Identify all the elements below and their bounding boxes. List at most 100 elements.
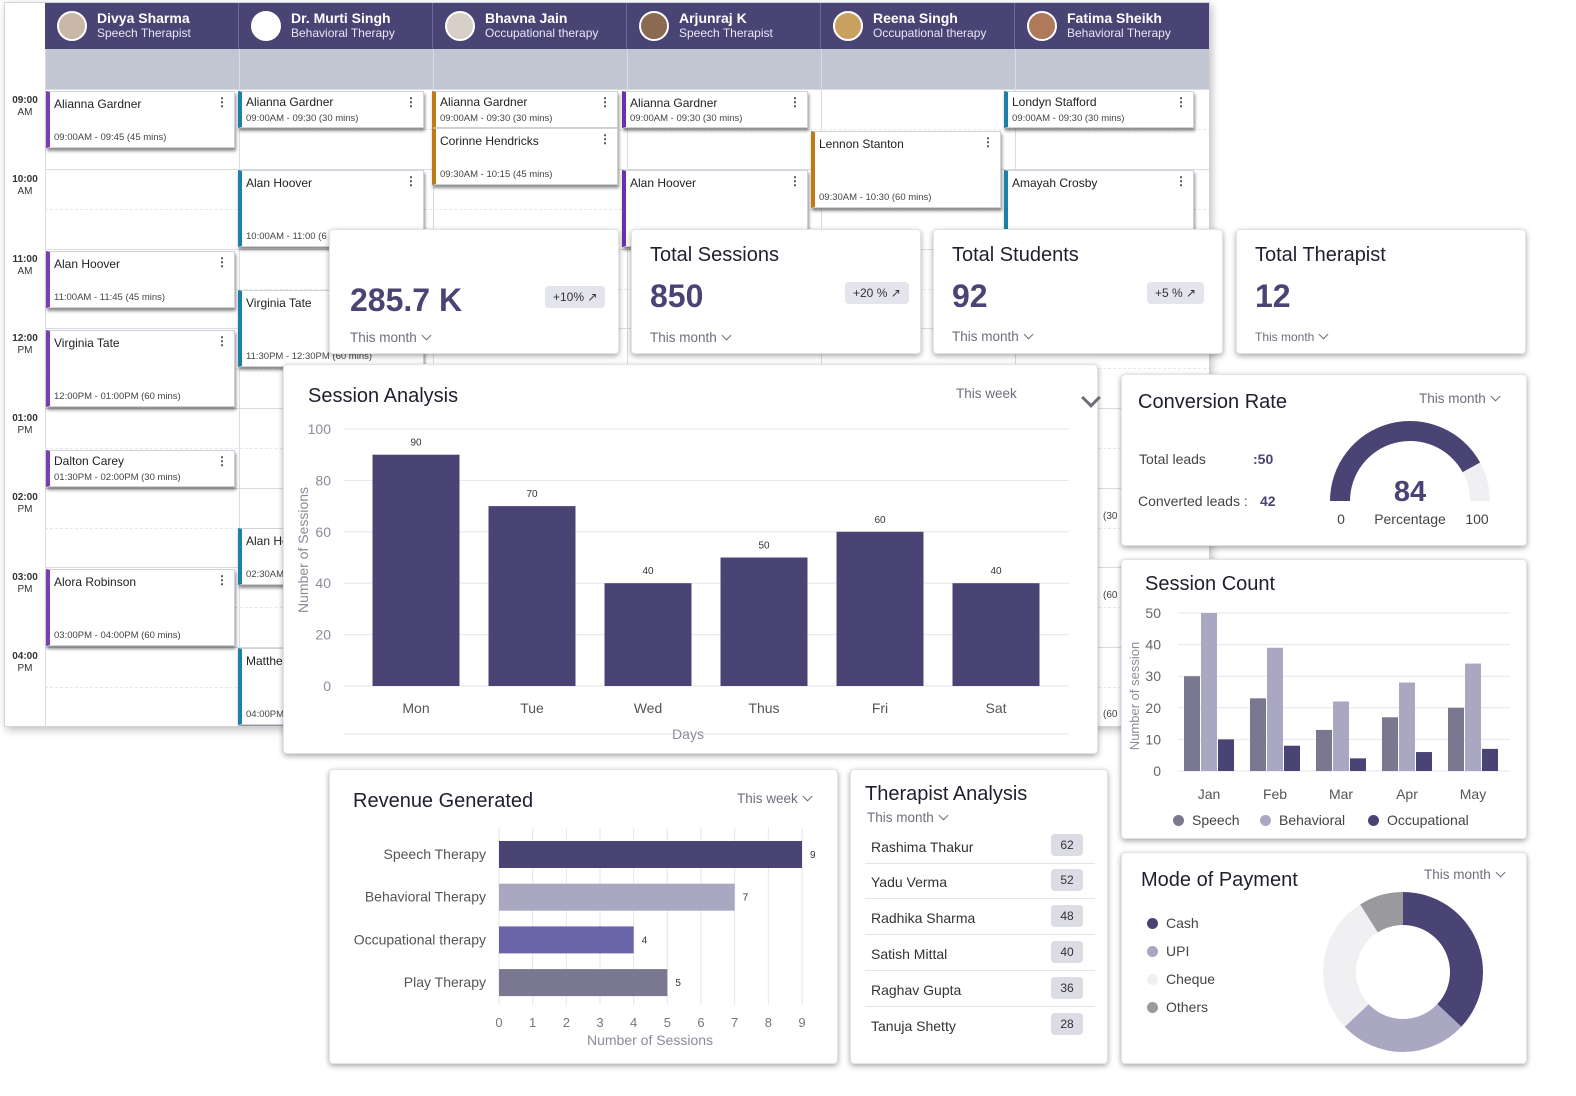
more-options-icon[interactable]: ⋮ <box>599 132 611 146</box>
period-dropdown[interactable]: This month <box>1424 867 1504 882</box>
appointment-name: Alan Hoover <box>246 176 313 190</box>
more-options-icon[interactable]: ⋮ <box>789 95 801 109</box>
therapist-header[interactable]: Fatima Sheikh Behavioral Therapy <box>1015 3 1209 49</box>
appointment-card[interactable]: Alianna Gardner ⋮ 09:00AM - 09:45 (45 mi… <box>46 91 235 148</box>
bar-occupational-mar <box>1350 758 1366 771</box>
appointment-card[interactable]: Alianna Gardner ⋮ 09:00AM - 09:30 (30 mi… <box>622 91 808 128</box>
appointment-card[interactable]: Alan Hoover ⋮ 11:00AM - 11:45 (45 mins) <box>46 251 235 308</box>
appointment-card[interactable]: Corinne Hendricks ⋮ 09:30AM - 10:15 (45 … <box>432 128 618 185</box>
gauge-value: 84 <box>1394 476 1426 508</box>
y-tick-label: 0 <box>1153 763 1161 779</box>
therapist-header[interactable]: Reena Singh Occupational therapy <box>821 3 1015 49</box>
x-tick-label: 0 <box>495 1015 502 1030</box>
appointment-card[interactable]: Dalton Carey ⋮ 01:30PM - 02:00PM (30 min… <box>46 450 235 487</box>
growth-badge: +20 % ↗ <box>845 282 909 304</box>
legend-dot-icon <box>1147 1002 1158 1013</box>
appointment-card[interactable]: Virginia Tate ⋮ 12:00PM - 01:00PM (60 mi… <box>46 330 235 407</box>
period-dropdown[interactable]: This week <box>956 386 1017 401</box>
list-item[interactable]: Yadu Verma 52 <box>865 863 1095 899</box>
more-options-icon[interactable]: ⋮ <box>1175 174 1187 188</box>
therapist-header[interactable]: Divya Sharma Speech Therapist <box>45 3 239 49</box>
period-dropdown[interactable]: This month <box>867 810 947 825</box>
appointment-card[interactable]: Lennon Stanton ⋮ 09:30AM - 10:30 (60 min… <box>811 131 1001 208</box>
data-label: 40 <box>642 566 654 577</box>
session-count-badge: 52 <box>1051 869 1083 891</box>
x-tick-label: Sat <box>985 700 1006 716</box>
therapist-header[interactable]: Dr. Murti Singh Behavioral Therapy <box>239 3 433 49</box>
avatar <box>57 11 87 41</box>
appointment-time-fragment: (60 <box>1103 590 1118 601</box>
more-options-icon[interactable]: ⋮ <box>216 573 228 587</box>
bar-occupational-feb <box>1284 745 1300 771</box>
period-dropdown[interactable]: This month <box>1419 391 1499 406</box>
more-options-icon[interactable]: ⋮ <box>216 334 228 348</box>
appointment-card[interactable]: Londyn Stafford ⋮ 09:00AM - 09:30 (30 mi… <box>1004 91 1194 128</box>
period-dropdown[interactable]: This week <box>737 791 811 806</box>
data-label: 9 <box>810 850 816 861</box>
therapist-header[interactable]: Arjunraj K Speech Therapist <box>627 3 821 49</box>
more-options-icon[interactable]: ⋮ <box>982 135 994 149</box>
y-tick-label: Behavioral Therapy <box>365 889 486 905</box>
more-options-icon[interactable]: ⋮ <box>789 174 801 188</box>
appointment-time: 04:00PM <box>246 709 285 720</box>
avatar <box>445 11 475 41</box>
therapist-header[interactable]: Bhavna Jain Occupational therapy <box>433 3 627 49</box>
more-options-icon[interactable]: ⋮ <box>216 95 228 109</box>
bar-play-therapy <box>499 969 668 997</box>
appointment-name: Virginia Tate <box>54 336 120 350</box>
more-options-icon[interactable]: ⋮ <box>599 95 611 109</box>
appointment-name: Alianna Gardner <box>54 97 142 111</box>
list-item[interactable]: Satish Mittal 40 <box>865 935 1095 971</box>
x-tick-label: Fri <box>872 700 888 716</box>
bar-tue <box>488 506 576 686</box>
x-tick-label: Jan <box>1198 786 1221 802</box>
appointment-card[interactable]: Alianna Gardner ⋮ 09:00AM - 09:30 (30 mi… <box>238 91 424 128</box>
legend-dot-icon <box>1147 918 1158 929</box>
more-options-icon[interactable]: ⋮ <box>405 174 417 188</box>
time-label: 10:00 AM <box>12 174 38 197</box>
gauge-max: 100 <box>1465 511 1489 527</box>
more-options-icon[interactable]: ⋮ <box>1175 95 1187 109</box>
period-dropdown[interactable]: This month <box>350 330 430 345</box>
x-tick-label: 9 <box>798 1015 805 1030</box>
y-tick-label: 0 <box>323 678 331 694</box>
period-dropdown[interactable]: This month <box>650 330 730 345</box>
data-label: 7 <box>743 893 749 904</box>
gauge-caption: Percentage <box>1374 511 1446 527</box>
legend-cheque: Cheque <box>1147 971 1215 987</box>
converted-leads-value: 42 <box>1260 493 1276 509</box>
bar-speech-therapy <box>499 841 802 868</box>
time-label: 03:00 PM <box>12 572 38 595</box>
more-options-icon[interactable]: ⋮ <box>216 454 228 468</box>
list-item[interactable]: Rashima Thakur 62 <box>865 828 1095 864</box>
card-title: Session Analysis <box>308 385 459 407</box>
period-dropdown[interactable]: This month <box>952 329 1032 344</box>
period-dropdown[interactable]: This month <box>1255 330 1327 344</box>
avatar <box>639 11 669 41</box>
session-count-badge: 36 <box>1051 977 1083 999</box>
therapist-name: Yadu Verma <box>871 874 948 890</box>
x-tick-label: 4 <box>630 1015 637 1030</box>
card-title: Total Students <box>952 244 1079 266</box>
legend-dot-icon <box>1147 974 1158 985</box>
gauge-fill <box>1330 421 1481 501</box>
x-tick-label: 2 <box>563 1015 570 1030</box>
more-options-icon[interactable]: ⋮ <box>405 95 417 109</box>
list-item[interactable]: Raghav Gupta 36 <box>865 971 1095 1007</box>
y-tick-label: Speech Therapy <box>384 846 486 862</box>
list-item[interactable]: Tanuja Shetty 28 <box>865 1007 1095 1043</box>
therapist-name: Reena Singh <box>873 10 958 26</box>
slice-upi <box>1344 1004 1462 1052</box>
appointment-name: Matthe <box>246 654 283 668</box>
x-tick-label: Tue <box>520 700 544 716</box>
bar-behavioral-feb <box>1267 647 1283 771</box>
list-item[interactable]: Radhika Sharma 48 <box>865 899 1095 935</box>
appointment-time: 09:00AM - 09:30 (30 mins) <box>246 113 359 124</box>
more-options-icon[interactable]: ⋮ <box>216 255 228 269</box>
appointment-card[interactable]: Alianna Gardner ⋮ 09:00AM - 09:30 (30 mi… <box>432 91 618 128</box>
y-tick-label: 20 <box>315 627 331 643</box>
data-label: 60 <box>874 515 886 526</box>
appointment-name: Londyn Stafford <box>1012 95 1097 109</box>
card-title: Therapist Analysis <box>865 783 1028 805</box>
appointment-card[interactable]: Alora Robinson ⋮ 03:00PM - 04:00PM (60 m… <box>46 569 235 646</box>
